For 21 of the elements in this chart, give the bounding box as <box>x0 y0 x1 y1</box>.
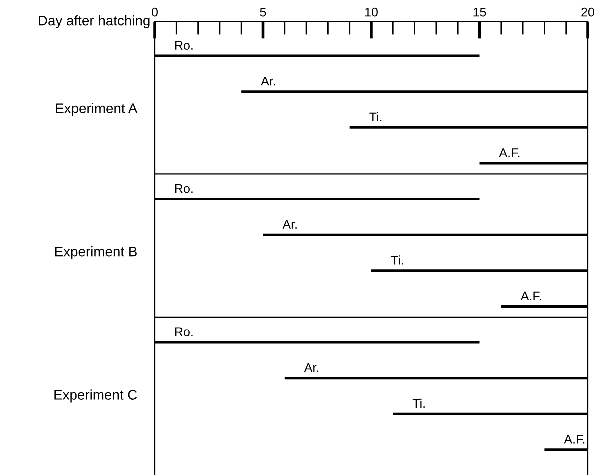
y-tick-label: A.F. <box>520 292 542 301</box>
text: Experiment B <box>55 246 137 260</box>
y-tick-label: Ti. <box>370 112 382 122</box>
y-tick-label: Ro. <box>176 41 193 50</box>
x-axis-title: Day after hatching <box>39 16 150 28</box>
y-tick-label: Ro. <box>176 328 193 336</box>
x-tick-label: 15 <box>474 8 486 17</box>
y-tick-label: A.F. <box>564 435 585 444</box>
x-tick-label: 5 <box>260 8 266 17</box>
y-tick-label: Ro. <box>176 184 193 194</box>
text: Experiment C <box>54 390 138 403</box>
y-tick-label: Ar. <box>304 364 319 372</box>
y-tick-label: Ar. <box>282 220 297 229</box>
y-tick-label: A.F. <box>499 148 520 158</box>
text: Experiment A <box>56 103 138 116</box>
y-tick-label: Ti. <box>412 398 425 408</box>
x-tick-label: 20 <box>582 8 594 17</box>
y-tick-label: Ti. <box>391 256 404 265</box>
x-tick-label: 10 <box>366 8 378 17</box>
y-tick-label: Ar. <box>261 77 276 86</box>
x-tick-label: 0 <box>152 8 158 17</box>
